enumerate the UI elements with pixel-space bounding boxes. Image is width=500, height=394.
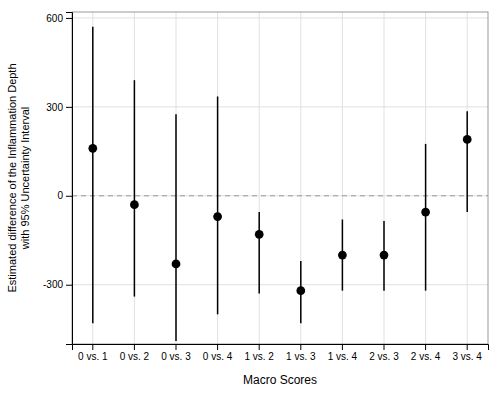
tick-mark bbox=[259, 344, 260, 350]
tick-mark bbox=[66, 196, 72, 197]
point bbox=[255, 230, 264, 239]
grid-line bbox=[467, 12, 468, 344]
tick-mark bbox=[342, 344, 343, 350]
tick-label: 0 vs. 1 bbox=[78, 351, 108, 362]
tick-label: -300 bbox=[43, 279, 63, 290]
tick-mark bbox=[300, 344, 301, 350]
x-tick: 0 vs. 3 bbox=[161, 344, 191, 362]
tick-mark bbox=[66, 107, 72, 108]
x-tick: 1 vs. 4 bbox=[328, 344, 358, 362]
x-tick: 0 vs. 4 bbox=[203, 344, 233, 362]
tick-mark bbox=[176, 344, 177, 350]
x-tick: 1 vs. 3 bbox=[286, 344, 316, 362]
y-axis-title: Estimated difference of the Inflammation… bbox=[6, 63, 31, 292]
tick-mark bbox=[217, 344, 218, 350]
tick-label: 0 vs. 3 bbox=[161, 351, 191, 362]
grid bbox=[72, 12, 488, 344]
y-tick: 300 bbox=[46, 102, 72, 113]
x-axis: 0 vs. 1 0 vs. 2 0 vs. 3 0 vs. 4 1 vs. 2 1 vs.… bbox=[73, 344, 489, 362]
x-axis-title: Macro Scores bbox=[243, 373, 317, 387]
grid-line bbox=[217, 12, 218, 344]
x-tick: 0 vs. 1 bbox=[78, 344, 108, 362]
y-tick: -300 bbox=[43, 279, 72, 290]
tick-mark bbox=[425, 344, 426, 350]
tick-label: 300 bbox=[46, 102, 63, 113]
grid-line bbox=[384, 12, 385, 344]
point bbox=[213, 212, 222, 221]
x-tick: 3 vs. 4 bbox=[452, 344, 482, 362]
x-tick: 2 vs. 4 bbox=[411, 344, 441, 362]
chart: -300 0 300 600 0 vs. 1 0 vs. 2 0 vs. 3 0 vs. 4 1… bbox=[0, 0, 500, 394]
tick-mark bbox=[66, 18, 72, 19]
tick-mark bbox=[92, 344, 93, 350]
error-bar bbox=[258, 212, 260, 294]
tick-label: 1 vs. 4 bbox=[328, 351, 358, 362]
tick-label: 2 vs. 4 bbox=[411, 351, 441, 362]
tick-label: 600 bbox=[46, 13, 63, 24]
plot: -300 0 300 600 0 vs. 1 0 vs. 2 0 vs. 3 0 vs. 4 1… bbox=[43, 12, 489, 362]
error-bar bbox=[175, 114, 177, 341]
grid-line bbox=[92, 12, 93, 344]
tick-mark bbox=[66, 285, 72, 286]
axis-line bbox=[73, 345, 489, 351]
point bbox=[380, 251, 389, 260]
grid-line bbox=[176, 12, 177, 344]
point bbox=[88, 144, 97, 153]
tick-mark bbox=[467, 344, 468, 350]
grid-line bbox=[342, 12, 343, 344]
error-bar bbox=[134, 80, 136, 296]
tick-label: 0 vs. 2 bbox=[120, 351, 150, 362]
x-tick: 2 vs. 3 bbox=[369, 344, 399, 362]
y-tick: 600 bbox=[46, 13, 72, 24]
marks bbox=[72, 27, 488, 341]
tick-label: 0 vs. 4 bbox=[203, 351, 233, 362]
error-bar bbox=[92, 27, 94, 323]
x-tick: 0 vs. 2 bbox=[120, 344, 150, 362]
error-bar bbox=[466, 111, 468, 212]
tick-label: 1 vs. 2 bbox=[244, 351, 274, 362]
point bbox=[172, 260, 181, 269]
grid-line bbox=[259, 12, 260, 344]
tick-label: 2 vs. 3 bbox=[369, 351, 399, 362]
tick-label: 3 vs. 4 bbox=[452, 351, 482, 362]
grid-line bbox=[134, 12, 135, 344]
tick-mark bbox=[134, 344, 135, 350]
y-tick: 0 bbox=[57, 190, 72, 201]
point bbox=[421, 208, 430, 217]
point bbox=[296, 286, 305, 295]
y-axis: -300 0 300 600 bbox=[43, 13, 73, 345]
point bbox=[338, 251, 347, 260]
point bbox=[130, 200, 139, 209]
axis-line bbox=[66, 13, 73, 345]
grid-line bbox=[425, 12, 426, 344]
y-axis-title-line: Estimated difference of the Inflammation… bbox=[6, 63, 18, 292]
tick-label: 1 vs. 3 bbox=[286, 351, 316, 362]
plot-frame bbox=[72, 12, 488, 344]
error-bar bbox=[217, 96, 219, 314]
x-tick: 1 vs. 2 bbox=[244, 344, 274, 362]
error-bar bbox=[425, 144, 427, 291]
tick-label: 0 bbox=[57, 190, 63, 201]
point bbox=[463, 135, 472, 144]
tick-mark bbox=[384, 344, 385, 350]
y-axis-title-line: with 95% Uncertainty Interval bbox=[19, 107, 31, 250]
